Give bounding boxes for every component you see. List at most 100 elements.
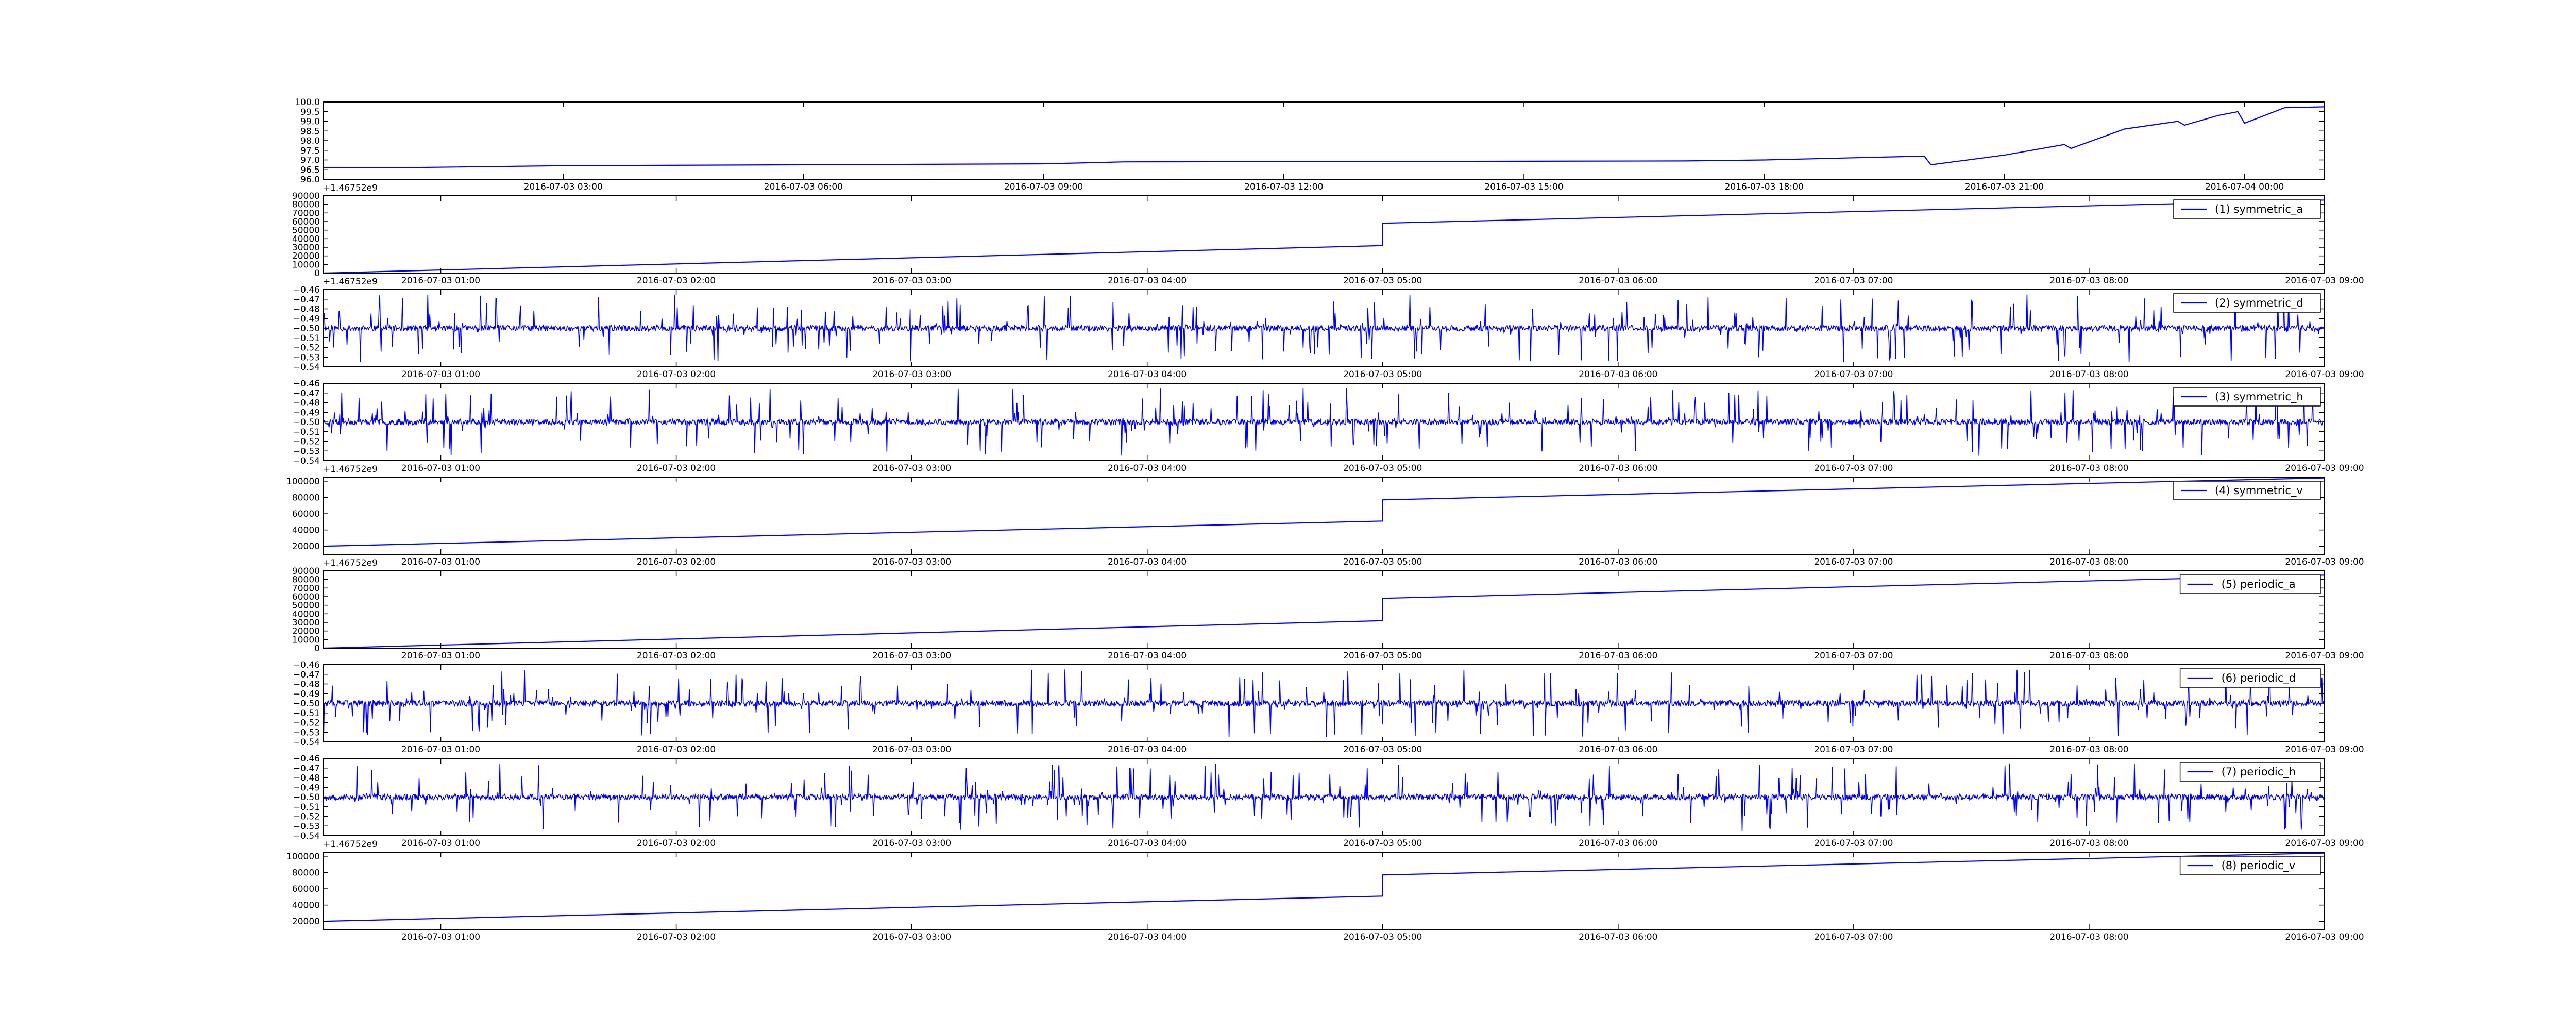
y-tick-label: 20000 bbox=[292, 251, 320, 262]
y-tick-label: −0.48 bbox=[293, 773, 320, 784]
y-tick-label: 40000 bbox=[292, 609, 320, 619]
y-tick-label: 98.0 bbox=[300, 136, 320, 146]
y-tick-label: −0.47 bbox=[293, 295, 320, 305]
y-tick-label: 60000 bbox=[292, 509, 320, 519]
legend-label: (1) symmetric_a bbox=[2215, 203, 2303, 216]
legend-9: (8) periodic_v bbox=[2179, 856, 2321, 875]
y-tick-label: 0 bbox=[314, 643, 320, 654]
x-offset-label: +1.46752e9 bbox=[323, 839, 378, 850]
y-tick-label: −0.51 bbox=[293, 333, 320, 344]
y-tick-label: −0.46 bbox=[293, 285, 320, 295]
x-tick-label: 2016-07-03 12:00 bbox=[1244, 182, 1323, 192]
legend-5: (4) symmetric_v bbox=[2173, 481, 2321, 500]
x-tick-label: 2016-07-03 06:00 bbox=[1579, 744, 1657, 755]
panel-2: 0100002000030000400005000060000700008000… bbox=[292, 191, 2364, 287]
x-tick-label: 2016-07-03 05:00 bbox=[1343, 744, 1422, 755]
y-tick-label: 0 bbox=[314, 268, 320, 279]
x-tick-label: 2016-07-03 06:00 bbox=[1579, 369, 1657, 380]
x-tick-label: 2016-07-03 08:00 bbox=[2049, 557, 2128, 567]
x-tick-label: 2016-07-03 09:00 bbox=[2285, 463, 2364, 473]
x-tick-label: 2016-07-03 01:00 bbox=[401, 744, 480, 755]
x-tick-label: 2016-07-03 09:00 bbox=[2285, 838, 2364, 849]
panel-3: −0.54−0.53−0.52−0.51−0.50−0.49−0.48−0.47… bbox=[293, 285, 2364, 380]
x-tick-label: 2016-07-03 06:00 bbox=[1579, 557, 1657, 567]
legend-7: (6) periodic_d bbox=[2179, 668, 2321, 688]
y-tick-label: 40000 bbox=[292, 234, 320, 244]
x-tick-label: 2016-07-03 02:00 bbox=[637, 276, 716, 286]
x-tick-label: 2016-07-03 03:00 bbox=[872, 744, 951, 755]
y-tick-label: 20000 bbox=[292, 541, 320, 552]
x-tick-label: 2016-07-03 05:00 bbox=[1343, 932, 1422, 942]
x-tick-label: 2016-07-03 03:00 bbox=[872, 557, 951, 567]
x-tick-label: 2016-07-03 04:00 bbox=[1108, 838, 1187, 849]
x-tick-label: 2016-07-03 02:00 bbox=[637, 463, 716, 473]
panel-4: −0.54−0.53−0.52−0.51−0.50−0.49−0.48−0.47… bbox=[293, 379, 2364, 475]
x-tick-label: 2016-07-03 01:00 bbox=[401, 932, 480, 942]
x-tick-label: 2016-07-03 18:00 bbox=[1725, 182, 1804, 192]
y-tick-label: −0.48 bbox=[293, 398, 320, 409]
x-tick-label: 2016-07-03 01:00 bbox=[401, 838, 480, 849]
x-tick-label: 2016-07-03 07:00 bbox=[1814, 651, 1893, 661]
y-tick-label: −0.53 bbox=[293, 821, 320, 832]
x-tick-label: 2016-07-03 02:00 bbox=[637, 744, 716, 755]
y-tick-label: −0.53 bbox=[293, 446, 320, 456]
x-tick-label: 2016-07-03 03:00 bbox=[872, 932, 951, 942]
y-tick-label: 60000 bbox=[292, 592, 320, 602]
y-tick-label: −0.52 bbox=[293, 343, 320, 353]
axes-frame-5 bbox=[323, 477, 2325, 555]
y-tick-label: −0.54 bbox=[293, 831, 320, 841]
y-tick-label: −0.46 bbox=[293, 379, 320, 389]
x-offset-label: +1.46752e9 bbox=[323, 183, 378, 193]
y-tick-label: 80000 bbox=[292, 493, 320, 503]
x-tick-label: 2016-07-03 01:00 bbox=[401, 463, 480, 473]
y-tick-label: 60000 bbox=[292, 217, 320, 227]
y-tick-label: −0.48 bbox=[293, 304, 320, 315]
x-tick-label: 2016-07-03 06:00 bbox=[1579, 276, 1657, 286]
series-line-2-1 bbox=[323, 199, 2325, 274]
y-tick-label: 90000 bbox=[292, 191, 320, 201]
series-line-7-1 bbox=[323, 669, 2325, 737]
series-line-3-1 bbox=[323, 294, 2325, 362]
y-tick-label: −0.50 bbox=[293, 324, 320, 334]
panel-7: −0.54−0.53−0.52−0.51−0.50−0.49−0.48−0.47… bbox=[293, 660, 2364, 755]
y-tick-label: 20000 bbox=[292, 917, 320, 927]
x-tick-label: 2016-07-03 03:00 bbox=[524, 182, 603, 192]
x-offset-label: +1.46752e9 bbox=[323, 277, 378, 287]
x-tick-label: 2016-07-03 07:00 bbox=[1814, 369, 1893, 380]
x-tick-label: 2016-07-03 06:00 bbox=[1579, 838, 1657, 849]
x-tick-label: 2016-07-03 05:00 bbox=[1343, 369, 1422, 380]
x-tick-label: 2016-07-03 09:00 bbox=[2285, 651, 2364, 661]
x-tick-label: 2016-07-03 01:00 bbox=[401, 276, 480, 286]
x-tick-label: 2016-07-03 06:00 bbox=[1579, 463, 1657, 473]
panel-6: 0100002000030000400005000060000700008000… bbox=[292, 566, 2364, 661]
x-tick-label: 2016-07-03 08:00 bbox=[2049, 463, 2128, 473]
y-tick-label: −0.47 bbox=[293, 388, 320, 399]
y-tick-label: 70000 bbox=[292, 583, 320, 594]
series-line-9-1 bbox=[323, 852, 2325, 922]
y-tick-label: 50000 bbox=[292, 601, 320, 611]
y-tick-label: 97.5 bbox=[300, 146, 320, 156]
y-tick-label: 80000 bbox=[292, 868, 320, 878]
legend-label: (8) periodic_v bbox=[2222, 859, 2296, 872]
x-tick-label: 2016-07-03 01:00 bbox=[401, 369, 480, 380]
x-tick-label: 2016-07-03 06:00 bbox=[1579, 651, 1657, 661]
x-tick-label: 2016-07-03 02:00 bbox=[637, 932, 716, 942]
legend-4: (3) symmetric_h bbox=[2173, 387, 2321, 407]
x-tick-label: 2016-07-03 07:00 bbox=[1814, 744, 1893, 755]
y-tick-label: −0.47 bbox=[293, 764, 320, 774]
y-tick-label: 96.0 bbox=[300, 175, 320, 185]
y-tick-label: 99.5 bbox=[300, 107, 320, 117]
x-tick-label: 2016-07-03 08:00 bbox=[2049, 744, 2128, 755]
y-tick-label: −0.49 bbox=[293, 408, 320, 418]
panel-8: −0.54−0.53−0.52−0.51−0.50−0.49−0.48−0.47… bbox=[293, 754, 2364, 850]
y-tick-label: 100000 bbox=[286, 477, 320, 487]
y-tick-label: −0.51 bbox=[293, 427, 320, 437]
y-tick-label: 30000 bbox=[292, 243, 320, 253]
y-tick-label: 50000 bbox=[292, 226, 320, 236]
y-tick-label: 70000 bbox=[292, 208, 320, 218]
x-tick-label: 2016-07-03 06:00 bbox=[764, 182, 843, 192]
axes-frame-1 bbox=[323, 101, 2325, 180]
